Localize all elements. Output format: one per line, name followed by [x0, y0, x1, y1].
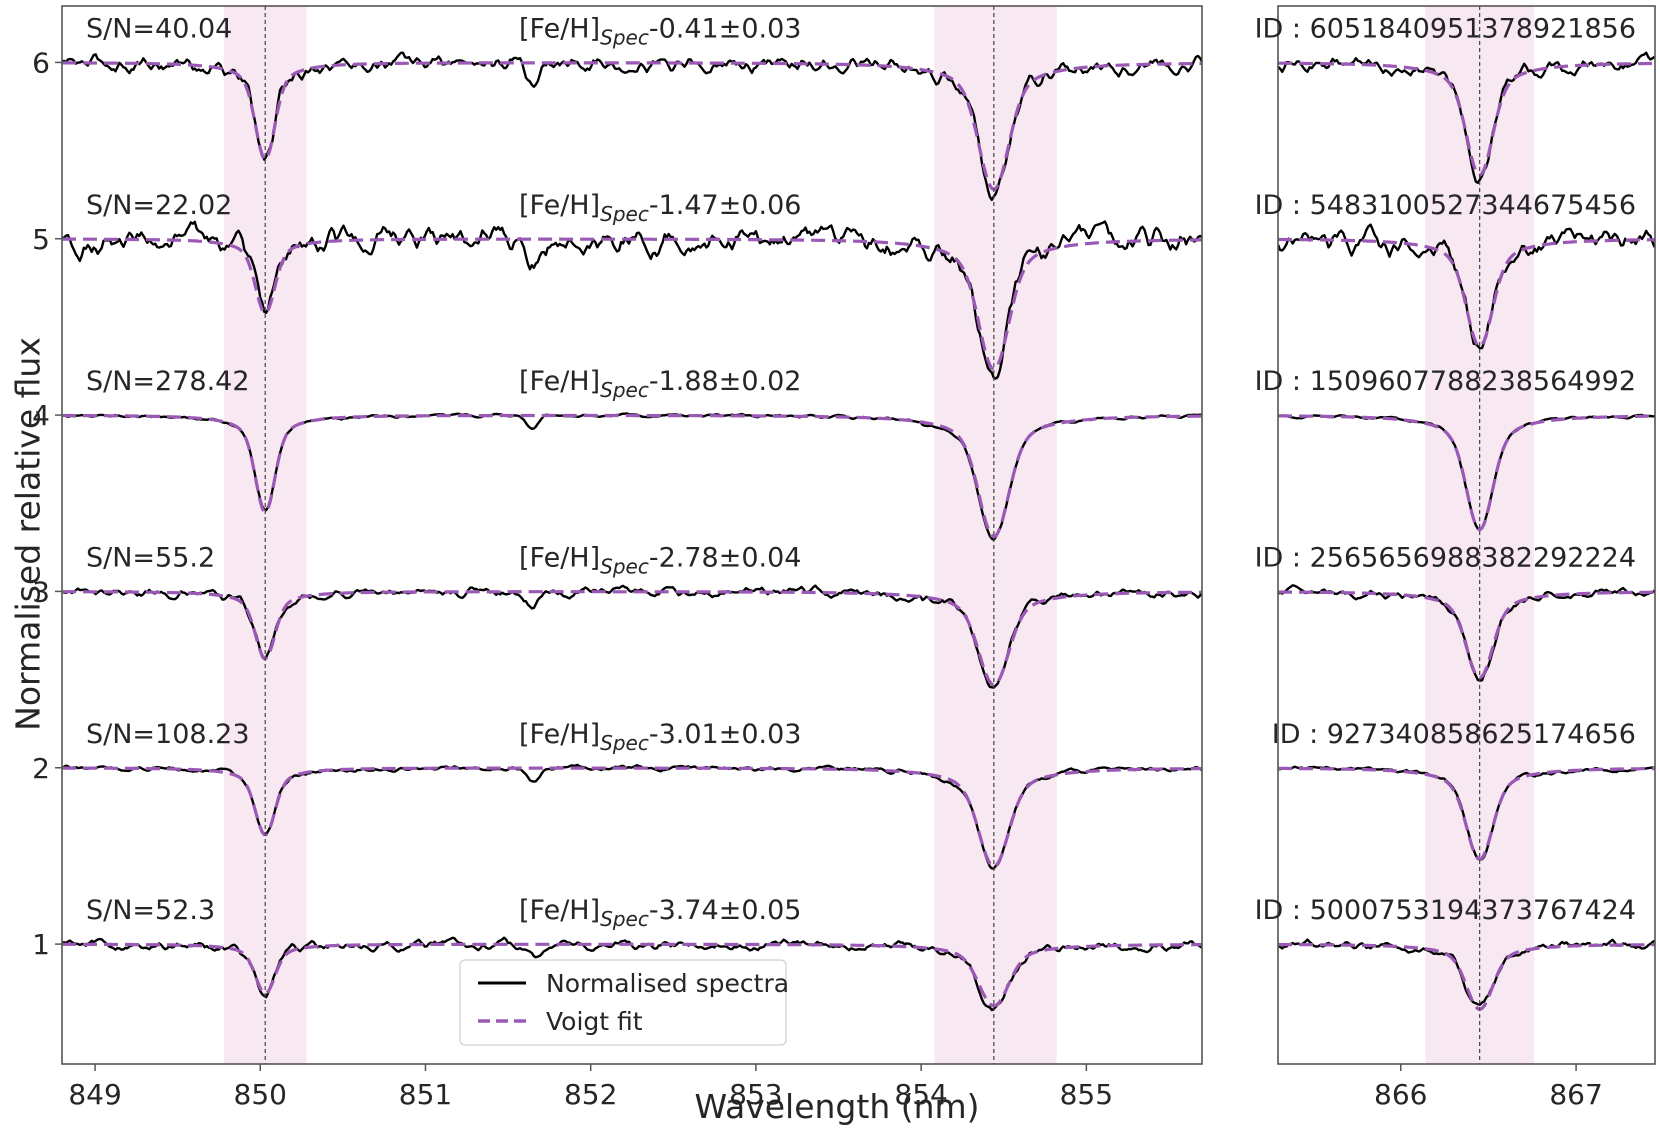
- x-tick-label: 849: [68, 1078, 121, 1111]
- y-tick-label: 6: [32, 46, 50, 79]
- voigt-fit-line-right-5: [1278, 942, 1655, 1011]
- y-tick-label: 5: [32, 223, 50, 256]
- voigt-fit-line-right-1: [1278, 237, 1655, 349]
- legend-box: [459, 959, 787, 1046]
- left-panel: 849 850 851 852 853 854 855 1 2 3 4 5 6 S/N=40.04 [Fe/…: [32, 5, 1203, 1111]
- spectrum-line-right-1: [1278, 223, 1655, 350]
- gaia-id-label: ID : 2565656988382292224: [1255, 542, 1636, 573]
- metallicity-label: [Fe/H]Spec-1.47±0.06: [519, 190, 801, 226]
- y-axis-label: Normalised relative flux: [9, 337, 48, 731]
- snr-label: S/N=22.02: [86, 190, 232, 221]
- gaia-id-label: ID : 6051840951378921856: [1255, 13, 1636, 44]
- voigt-fit-line-left-2: [62, 413, 1202, 539]
- y-tick-label: 3: [32, 575, 50, 608]
- voigt-fit-line-right-3: [1278, 590, 1655, 680]
- snr-label: S/N=52.3: [86, 895, 215, 926]
- x-tick-label: 855: [1060, 1078, 1113, 1111]
- y-tick-label: 1: [32, 928, 50, 961]
- x-tick-label: 851: [399, 1078, 452, 1111]
- y-tick-label: 4: [32, 399, 50, 432]
- snr-label: S/N=108.23: [86, 719, 250, 750]
- legend-fit-label: Voigt fit: [546, 1007, 643, 1036]
- voigt-fit-line-left-5: [62, 942, 1202, 1008]
- x-tick-label: 854: [894, 1078, 947, 1111]
- right-axes-frame: [1277, 5, 1656, 1065]
- legend: Normalised spectra Voigt fit: [459, 959, 789, 1046]
- x-tick-label: 852: [564, 1078, 617, 1111]
- gaia-id-label: ID : 927340858625174656: [1272, 719, 1636, 750]
- snr-label: S/N=278.42: [86, 366, 250, 397]
- legend-spectra-label: Normalised spectra: [546, 969, 789, 998]
- metallicity-label: [Fe/H]Spec-3.01±0.03: [519, 719, 801, 755]
- right-plot-area: [1278, 6, 1655, 1064]
- x-tick-label: 853: [729, 1078, 782, 1111]
- voigt-fit-line-right-4: [1278, 766, 1655, 862]
- left-axes-frame: [61, 5, 1203, 1065]
- gaia-id-label: ID : 5000753194373767424: [1255, 895, 1636, 926]
- voigt-fit-line-left-1: [62, 237, 1202, 372]
- x-tick-label: 850: [234, 1078, 287, 1111]
- voigt-fit-line-left-0: [62, 61, 1202, 192]
- snr-label: S/N=40.04: [86, 13, 232, 44]
- metallicity-label: [Fe/H]Spec-1.88±0.02: [519, 366, 801, 402]
- x-axis-label: Wavelength (nm): [694, 1087, 979, 1126]
- metallicity-label: [Fe/H]Spec-0.41±0.03: [519, 13, 801, 49]
- voigt-fit-line-left-4: [62, 766, 1202, 869]
- x-tick-label: 867: [1549, 1078, 1602, 1111]
- left-plot-area: [62, 6, 1202, 1064]
- metallicity-label: [Fe/H]Spec-2.78±0.04: [519, 542, 801, 578]
- snr-label: S/N=55.2: [86, 542, 215, 573]
- right-panel: 866 867 ID : 6051840951378921856 ID : 54831…: [1255, 5, 1656, 1111]
- metallicity-label: [Fe/H]Spec-3.74±0.05: [519, 895, 801, 931]
- gaia-id-label: ID : 5483100527344675456: [1255, 190, 1636, 221]
- gaia-id-label: ID : 1509607788238564992: [1255, 366, 1636, 397]
- y-tick-label: 2: [32, 752, 50, 785]
- x-tick-label: 866: [1374, 1078, 1427, 1111]
